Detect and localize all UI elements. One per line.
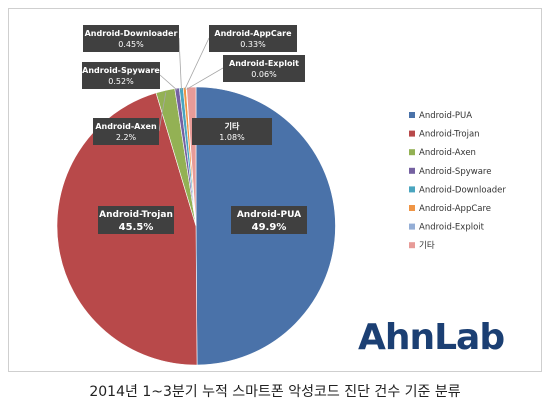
legend-label: Android-Exploit	[419, 223, 485, 233]
data-label-value: 0.45%	[118, 40, 144, 49]
legend-label: Android-Downloader	[419, 185, 506, 195]
ahnlab-logo: AhnLab	[358, 317, 505, 358]
data-label-android-trojan: Android-Trojan 45.5%	[98, 206, 174, 234]
data-label-box	[82, 62, 160, 89]
leader-line-android-axen	[158, 92, 167, 132]
legend-swatch	[409, 242, 415, 249]
data-label-category: 기타	[225, 121, 240, 131]
data-label-value: 0.33%	[240, 40, 266, 49]
data-label-box	[223, 55, 305, 82]
legend-swatch	[409, 112, 415, 118]
legend-item-android-axen: Android-Axen	[409, 148, 476, 158]
legend-label: Android-Axen	[419, 148, 476, 158]
data-label-other-7: 기타 1.08%	[192, 118, 272, 145]
legend-swatch	[409, 186, 415, 193]
data-label-android-axen: Android-Axen 2.2%	[93, 118, 159, 145]
data-label-box	[231, 206, 307, 234]
data-label-category: Android-Spyware	[82, 66, 160, 75]
legend-label: Android-Spyware	[419, 167, 491, 177]
data-label-value: 45.5%	[119, 222, 154, 233]
legend-swatch	[409, 130, 415, 137]
data-label-android-exploit: Android-Exploit 0.06%	[223, 55, 305, 82]
data-label-android-downloader: Android-Downloader 0.45%	[83, 25, 179, 52]
data-label-android-appcare: Android-AppCare 0.33%	[209, 25, 297, 52]
legend-item-android-trojan: Android-Trojan	[409, 130, 480, 140]
data-label-value: 0.06%	[251, 70, 277, 79]
data-label-category: Android-Axen	[95, 122, 157, 131]
data-label-box	[83, 25, 179, 52]
legend-item-android-exploit: Android-Exploit	[409, 223, 485, 233]
legend: Android-PUA Android-Trojan Android-Axen And…	[409, 111, 506, 251]
data-label-value: 49.9%	[252, 222, 287, 233]
legend-item-other-7: 기타	[409, 241, 435, 251]
data-label-value: 2.2%	[116, 133, 137, 142]
legend-item-android-spyware: Android-Spyware	[409, 167, 491, 177]
legend-label: Android-PUA	[419, 111, 472, 121]
legend-label: Android-AppCare	[419, 204, 491, 214]
chart-caption: 2014년 1~3분기 누적 스마트폰 악성코드 진단 건수 기준 분류	[89, 384, 461, 400]
legend-swatch	[409, 167, 415, 174]
data-label-category: Android-Downloader	[85, 29, 178, 38]
legend-item-android-downloader: Android-Downloader	[409, 185, 506, 195]
data-label-box	[93, 118, 159, 145]
data-label-category: Android-PUA	[237, 210, 301, 220]
leader-line-android-exploit	[186, 67, 224, 90]
leader-line-android-downloader	[178, 37, 182, 90]
legend-label: Android-Trojan	[419, 130, 480, 140]
leader-line-android-spyware	[159, 74, 178, 91]
data-label-value: 0.52%	[108, 77, 134, 86]
leader-line-android-appcare	[184, 37, 210, 90]
data-label-box	[209, 25, 297, 52]
data-label-value: 1.08%	[219, 133, 245, 142]
data-label-box	[192, 118, 272, 145]
data-label-category: Android-AppCare	[214, 29, 292, 38]
data-label-category: Android-Exploit	[229, 59, 299, 68]
legend-item-android-pua: Android-PUA	[409, 111, 472, 121]
data-label-android-pua: Android-PUA 49.9%	[231, 206, 307, 234]
data-label-android-spyware: Android-Spyware 0.52%	[82, 62, 160, 89]
data-label-category: Android-Trojan	[99, 210, 173, 220]
legend-swatch	[409, 205, 415, 211]
legend-swatch	[409, 149, 415, 156]
legend-swatch	[409, 223, 415, 230]
data-label-box	[98, 206, 174, 234]
legend-label: 기타	[419, 241, 435, 251]
legend-item-android-appcare: Android-AppCare	[409, 204, 491, 214]
